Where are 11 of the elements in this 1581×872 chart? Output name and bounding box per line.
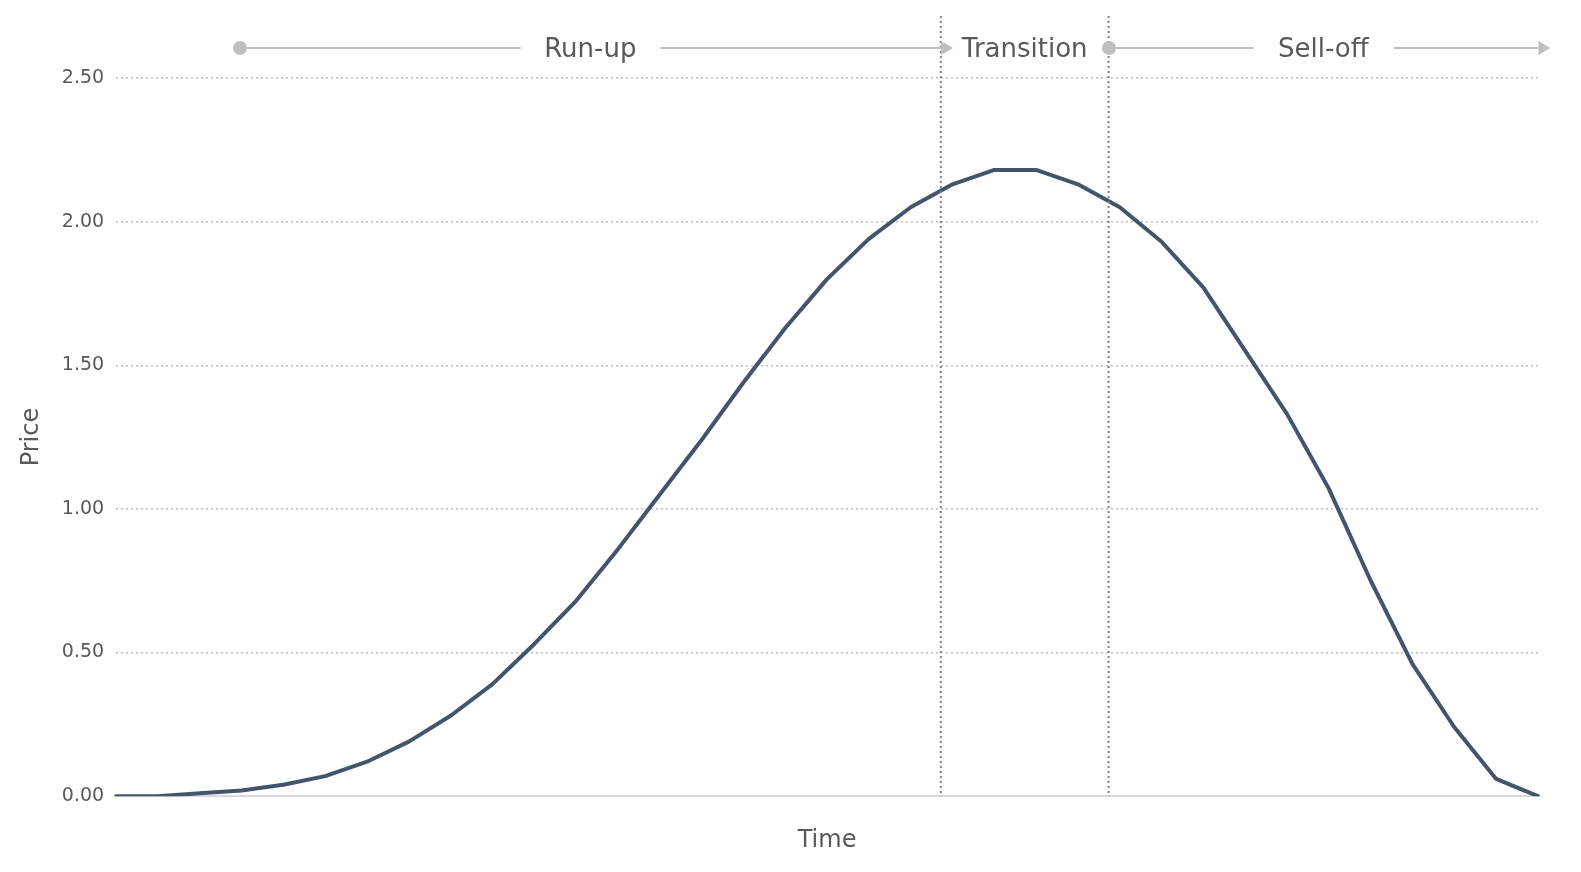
text: Transition <box>959 33 1090 63</box>
y-axis-title: Price <box>15 407 44 467</box>
text: Sell-off <box>1275 33 1371 63</box>
text: Run-up <box>542 33 639 63</box>
y-tick-label: 2.50 <box>61 64 105 87</box>
y-tick-label: 2.00 <box>61 208 105 231</box>
y-tick-label: 0.50 <box>61 639 105 662</box>
y-tick-label: 1.00 <box>61 495 105 518</box>
x-axis-title: Time <box>796 824 857 853</box>
y-tick-label: 0.00 <box>61 783 105 806</box>
y-tick-label: 1.50 <box>61 352 105 375</box>
